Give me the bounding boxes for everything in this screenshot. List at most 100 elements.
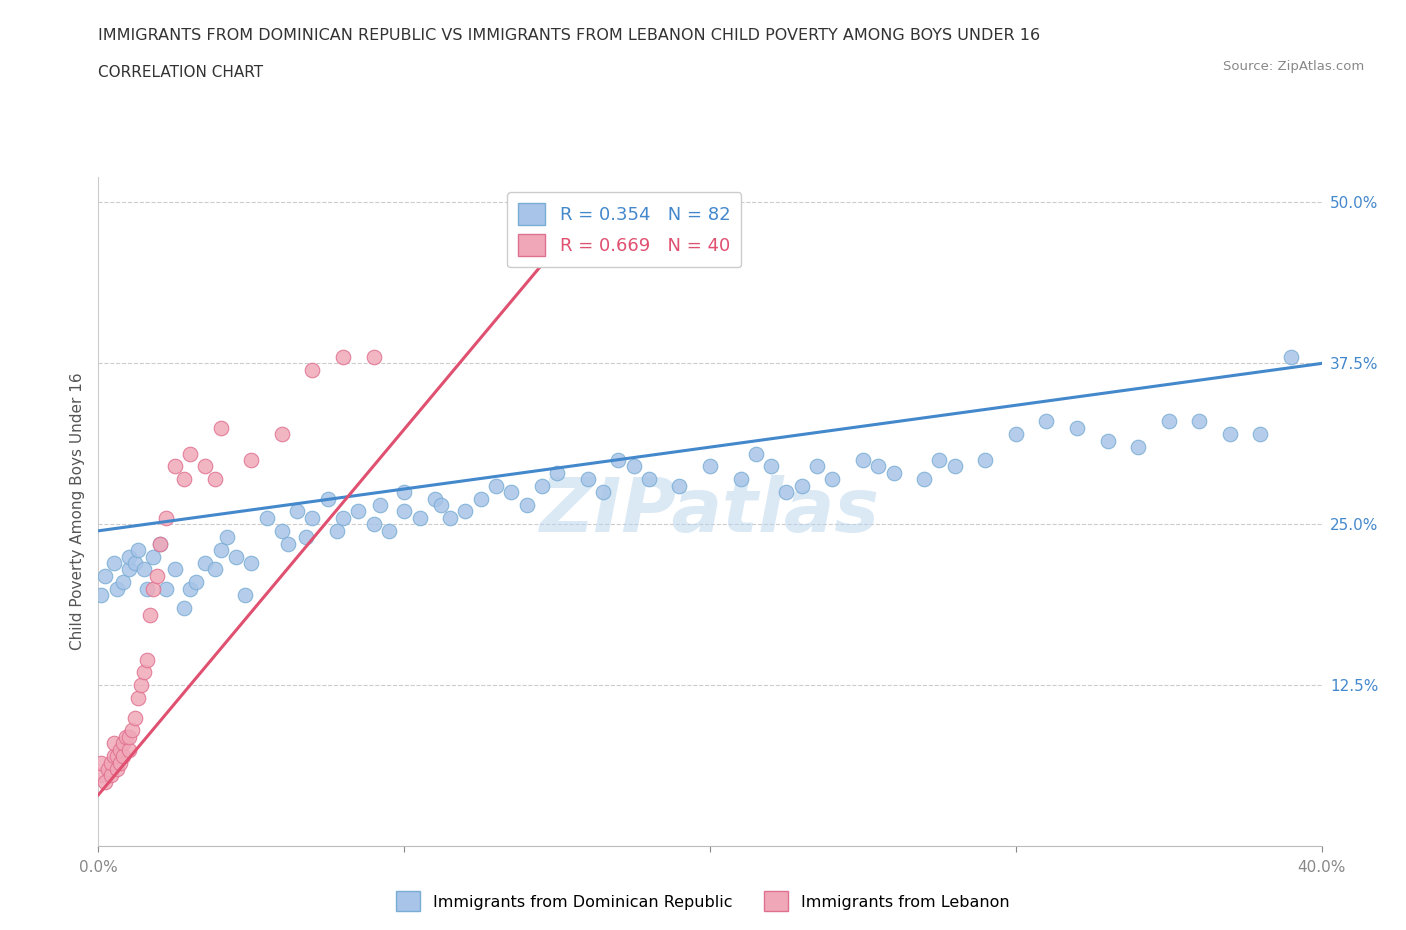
Point xyxy=(118,729,141,744)
Point xyxy=(105,749,128,764)
Point xyxy=(1249,427,1271,442)
Point xyxy=(301,511,323,525)
Point xyxy=(134,562,156,577)
Point xyxy=(1279,350,1302,365)
Point xyxy=(115,729,138,744)
Point xyxy=(546,214,568,229)
Point xyxy=(103,736,125,751)
Point xyxy=(1035,414,1057,429)
Point xyxy=(100,755,122,770)
Point xyxy=(974,453,997,468)
Point xyxy=(546,465,568,480)
Point xyxy=(928,453,950,468)
Point xyxy=(105,762,128,777)
Point xyxy=(155,511,177,525)
Point xyxy=(163,459,186,474)
Point xyxy=(821,472,844,486)
Point xyxy=(623,459,645,474)
Text: CORRELATION CHART: CORRELATION CHART xyxy=(98,65,263,80)
Point xyxy=(332,511,354,525)
Point xyxy=(233,588,256,603)
Point xyxy=(295,530,318,545)
Point xyxy=(501,485,523,499)
Point xyxy=(136,581,159,596)
Point xyxy=(142,581,165,596)
Point xyxy=(454,504,477,519)
Point xyxy=(240,453,263,468)
Point xyxy=(209,543,232,558)
Point xyxy=(530,478,553,493)
Point xyxy=(316,491,339,506)
Point xyxy=(103,749,125,764)
Point xyxy=(173,472,195,486)
Point xyxy=(100,768,122,783)
Point xyxy=(93,775,115,790)
Point xyxy=(637,472,661,486)
Point xyxy=(516,498,538,512)
Point xyxy=(127,543,149,558)
Point xyxy=(368,498,391,512)
Point xyxy=(912,472,935,486)
Text: Source: ZipAtlas.com: Source: ZipAtlas.com xyxy=(1223,60,1364,73)
Point xyxy=(118,549,141,564)
Point xyxy=(118,562,141,577)
Point xyxy=(607,453,630,468)
Point xyxy=(852,453,875,468)
Point xyxy=(142,549,165,564)
Point xyxy=(111,736,134,751)
Point xyxy=(111,749,134,764)
Point xyxy=(363,350,385,365)
Point xyxy=(118,742,141,757)
Legend: Immigrants from Dominican Republic, Immigrants from Lebanon: Immigrants from Dominican Republic, Immi… xyxy=(389,885,1017,917)
Point xyxy=(576,472,599,486)
Point xyxy=(439,511,461,525)
Point xyxy=(124,711,146,725)
Point xyxy=(108,755,131,770)
Point xyxy=(277,537,299,551)
Point xyxy=(103,555,125,570)
Point xyxy=(186,575,208,590)
Point xyxy=(179,581,201,596)
Point xyxy=(240,555,263,570)
Point xyxy=(699,459,721,474)
Text: IMMIGRANTS FROM DOMINICAN REPUBLIC VS IMMIGRANTS FROM LEBANON CHILD POVERTY AMON: IMMIGRANTS FROM DOMINICAN REPUBLIC VS IM… xyxy=(98,28,1040,43)
Y-axis label: Child Poverty Among Boys Under 16: Child Poverty Among Boys Under 16 xyxy=(69,373,84,650)
Point xyxy=(485,478,508,493)
Point xyxy=(105,581,128,596)
Point xyxy=(173,601,195,616)
Point xyxy=(215,530,238,545)
Point xyxy=(136,652,159,667)
Point xyxy=(285,504,308,519)
Point xyxy=(139,607,162,622)
Point xyxy=(430,498,453,512)
Point xyxy=(97,762,120,777)
Point xyxy=(1128,440,1150,455)
Point xyxy=(129,678,152,693)
Point xyxy=(806,459,828,474)
Point xyxy=(347,504,370,519)
Point xyxy=(134,665,156,680)
Point xyxy=(121,723,143,737)
Point xyxy=(423,491,446,506)
Point xyxy=(868,459,890,474)
Point xyxy=(108,742,131,757)
Point xyxy=(392,485,416,499)
Point xyxy=(163,562,186,577)
Point xyxy=(194,459,217,474)
Point xyxy=(1188,414,1211,429)
Point xyxy=(256,511,278,525)
Point xyxy=(326,524,349,538)
Point xyxy=(775,485,797,499)
Legend: R = 0.354   N = 82, R = 0.669   N = 40: R = 0.354 N = 82, R = 0.669 N = 40 xyxy=(508,193,741,267)
Point xyxy=(204,562,226,577)
Point xyxy=(1219,427,1241,442)
Point xyxy=(730,472,752,486)
Point xyxy=(149,537,172,551)
Point xyxy=(392,504,416,519)
Point xyxy=(204,472,226,486)
Point xyxy=(1066,420,1088,435)
Point xyxy=(668,478,690,493)
Point xyxy=(378,524,401,538)
Point xyxy=(301,363,323,378)
Text: ZIPatlas: ZIPatlas xyxy=(540,475,880,548)
